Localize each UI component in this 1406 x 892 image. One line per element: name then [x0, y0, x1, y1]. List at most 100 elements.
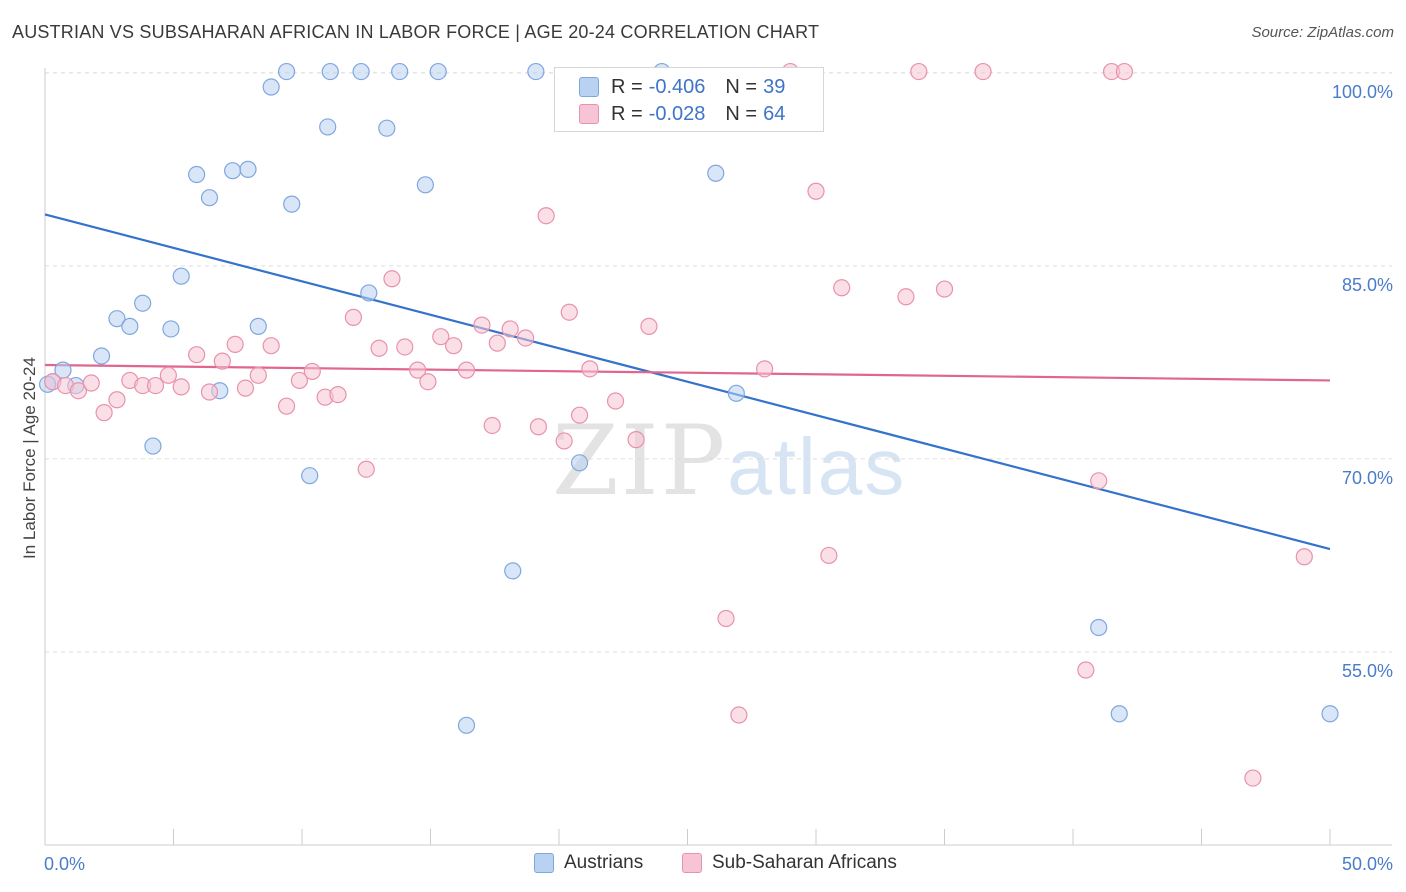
point-subsaharan — [95, 404, 113, 422]
legend-swatch-blue — [534, 853, 554, 873]
point-austrians — [249, 317, 267, 335]
point-subsaharan — [730, 706, 748, 724]
point-subsaharan — [1077, 661, 1095, 679]
point-subsaharan — [409, 361, 427, 379]
point-subsaharan — [755, 360, 774, 378]
point-austrians — [416, 176, 434, 194]
point-subsaharan — [108, 391, 126, 409]
point-subsaharan — [146, 376, 165, 395]
point-austrians — [457, 716, 476, 734]
y-axis-title: In Labor Force | Age 20-24 — [20, 357, 39, 559]
point-austrians — [570, 454, 589, 472]
point-austrians — [108, 310, 126, 328]
legend-r-value: -0.406 — [648, 75, 706, 98]
legend-n-value: 64 — [763, 102, 786, 125]
legend-swatch-pink — [579, 104, 599, 124]
point-subsaharan — [1115, 62, 1134, 81]
point-subsaharan — [329, 385, 347, 404]
point-subsaharan — [290, 371, 309, 390]
bottom-legend-austrians[interactable]: Austrians — [534, 852, 643, 874]
point-austrians — [239, 160, 257, 178]
point-subsaharan — [606, 392, 625, 410]
watermark-atlas: atlas — [727, 422, 907, 511]
legend-swatch-pink — [682, 853, 702, 873]
point-subsaharan — [555, 432, 573, 450]
chart-title: AUSTRIAN VS SUBSAHARAN AFRICAN IN LABOR … — [12, 22, 820, 42]
point-subsaharan — [303, 362, 321, 381]
point-austrians — [504, 562, 522, 580]
legend-n-label: N = — [725, 75, 758, 98]
point-austrians — [134, 294, 152, 312]
point-subsaharan — [159, 366, 177, 384]
legend-row-austrians: R = -0.406 N = 39 — [579, 74, 785, 100]
point-subsaharan — [200, 383, 219, 401]
legend-n-value: 39 — [763, 75, 786, 98]
y-tick-label: 85.0% — [1342, 275, 1393, 295]
point-austrians — [352, 62, 370, 81]
point-subsaharan — [570, 406, 589, 424]
point-austrians — [1110, 705, 1128, 723]
point-austrians — [262, 78, 280, 96]
legend-row-subsaharan: R = -0.028 N = 64 — [579, 101, 785, 127]
point-subsaharan — [188, 346, 206, 364]
point-austrians — [162, 320, 180, 338]
point-subsaharan — [357, 460, 375, 478]
point-austrians — [391, 62, 409, 81]
point-subsaharan — [1295, 548, 1313, 566]
point-austrians — [319, 118, 337, 136]
stats-legend: R = -0.406 N = 39 R = -0.028 N = 64 — [554, 67, 824, 132]
axes — [44, 68, 1392, 846]
point-austrians — [378, 119, 396, 137]
point-austrians — [527, 62, 545, 81]
point-subsaharan — [277, 397, 296, 415]
x-tick-label: 50.0% — [1342, 854, 1393, 874]
point-austrians — [188, 165, 206, 184]
point-subsaharan — [488, 334, 506, 352]
point-subsaharan — [82, 374, 100, 392]
y-tick-label: 55.0% — [1342, 661, 1393, 681]
point-subsaharan — [974, 62, 992, 81]
point-subsaharan — [483, 416, 501, 435]
point-subsaharan — [529, 418, 548, 436]
y-tick-label: 100.0% — [1332, 82, 1393, 102]
trend-line-subsaharan — [44, 363, 1331, 382]
point-subsaharan — [396, 338, 414, 356]
point-austrians — [1090, 618, 1108, 637]
point-subsaharan — [640, 317, 658, 335]
legend-r-label: R = — [611, 75, 643, 98]
point-subsaharan — [172, 378, 190, 396]
point-austrians — [224, 162, 242, 180]
point-subsaharan — [501, 320, 519, 338]
point-austrians — [727, 384, 745, 402]
point-subsaharan — [344, 308, 362, 326]
point-subsaharan — [516, 329, 535, 347]
legend-r-label: R = — [611, 102, 643, 125]
axis-labels: 55.0% 70.0% 85.0% 100.0% 0.0% 50.0% In Labor F… — [20, 82, 1393, 874]
point-subsaharan — [419, 373, 437, 391]
legend-swatch-blue — [579, 77, 599, 97]
point-austrians — [144, 437, 162, 455]
point-subsaharan — [820, 546, 838, 565]
data-points — [38, 62, 1339, 787]
point-subsaharan — [445, 337, 463, 355]
legend-series-name: Sub-Saharan Africans — [712, 852, 897, 873]
point-austrians — [321, 62, 339, 81]
point-subsaharan — [213, 352, 231, 370]
point-subsaharan — [717, 609, 735, 628]
point-subsaharan — [897, 288, 915, 306]
point-subsaharan — [560, 303, 578, 321]
point-subsaharan — [1244, 769, 1262, 787]
point-subsaharan — [457, 361, 476, 379]
point-austrians — [1321, 705, 1339, 723]
point-austrians — [277, 62, 296, 81]
point-subsaharan — [935, 280, 954, 298]
point-subsaharan — [473, 316, 491, 334]
legend-n-label: N = — [725, 102, 758, 125]
bottom-legend-subsaharan[interactable]: Sub-Saharan Africans — [682, 852, 897, 874]
legend-series-name: Austrians — [564, 852, 644, 873]
grid-lines — [45, 72, 1392, 653]
point-austrians — [429, 62, 447, 81]
point-austrians — [283, 195, 301, 213]
point-austrians — [360, 284, 378, 302]
